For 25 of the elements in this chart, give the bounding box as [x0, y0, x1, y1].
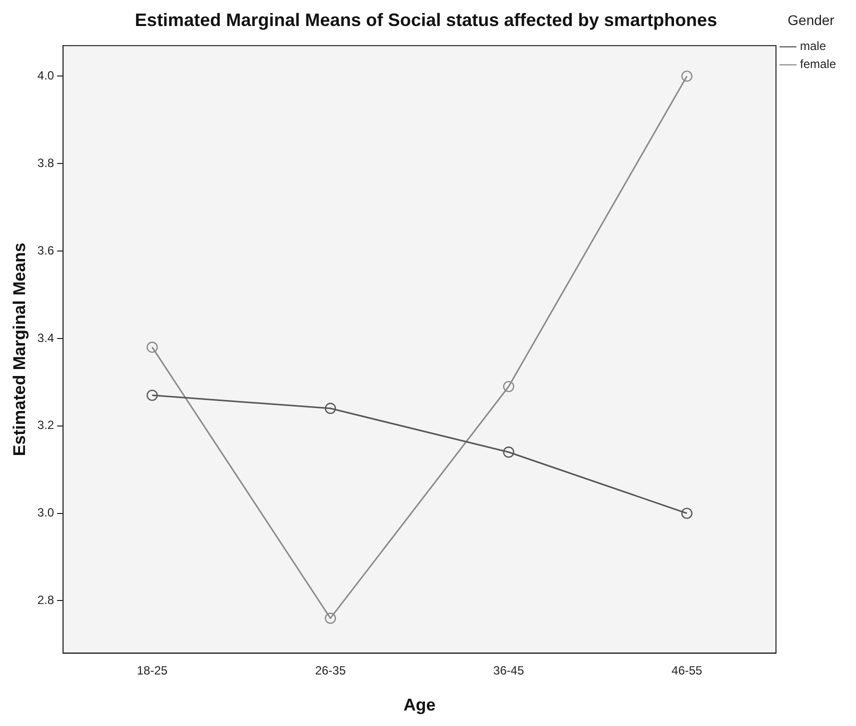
- point: [146, 390, 158, 401]
- point: [146, 342, 158, 353]
- x-tick-label: 18-25: [136, 664, 168, 678]
- y-tick-label: 3.0: [37, 506, 54, 520]
- x-tick-label: 46-55: [672, 664, 703, 678]
- point: [681, 70, 692, 82]
- legend-label: male: [800, 39, 826, 54]
- legend-label: female: [800, 57, 836, 72]
- x-tick-label: 36-45: [493, 664, 524, 678]
- x-tick-label: 26-35: [315, 664, 346, 678]
- y-tick-label: 3.4: [37, 330, 54, 345]
- y-tick-label: 4.0: [37, 68, 54, 83]
- y-axis-title: Estimated Marginal Means: [10, 242, 29, 456]
- y-tick-label: 3.6: [37, 243, 54, 258]
- legend-title: Gender: [788, 12, 835, 28]
- point: [324, 612, 336, 624]
- y-tick-label: 3.2: [37, 418, 54, 432]
- y-tick-label: 3.8: [37, 156, 54, 170]
- point: [503, 446, 514, 458]
- y-tick-label: 2.8: [37, 593, 54, 608]
- x-axis-title: Age: [403, 695, 436, 714]
- point: [681, 508, 692, 519]
- point: [324, 402, 336, 414]
- chart-title: Estimated Marginal Means of Social status affected by smartphones: [134, 10, 718, 30]
- point: [503, 380, 514, 392]
